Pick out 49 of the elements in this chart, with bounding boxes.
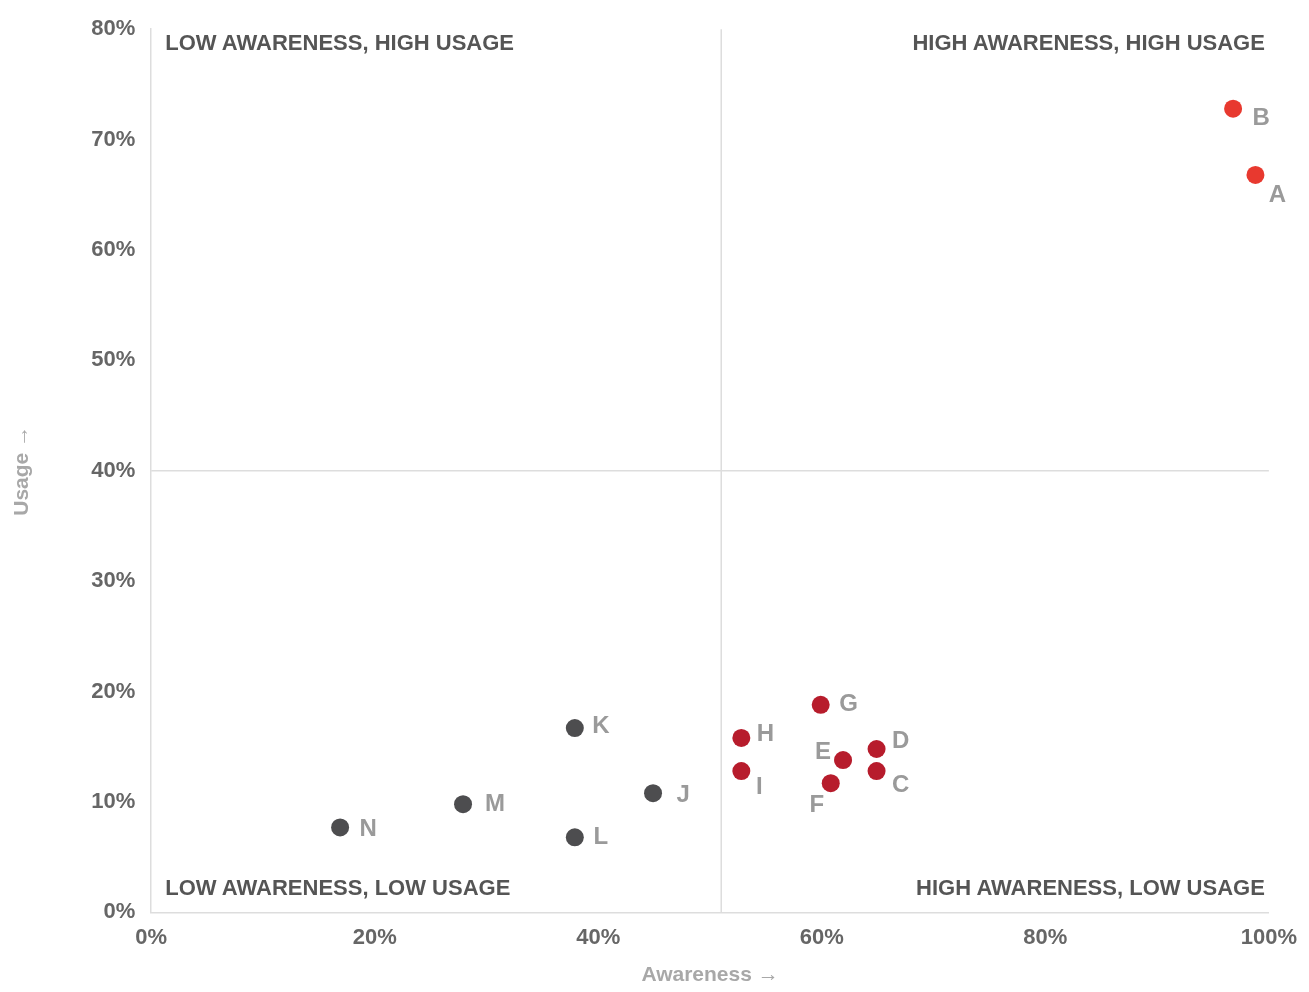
annotation: E [815,736,832,764]
annotation: B [1252,103,1270,131]
y-tick-label: 20% [91,677,136,703]
y-tick-label: 30% [91,567,136,593]
annotation: H [756,718,775,746]
annotation: F [809,789,825,817]
annotation: K [592,710,611,738]
annotation: J [676,779,690,807]
y-tick-label: 70% [91,125,136,151]
x-tick-label: 100% [1240,923,1298,949]
annotation: D [891,725,910,753]
annotation: LOW AWARENESS, HIGH USAGE [165,30,515,56]
annotation: N [359,814,377,842]
y-axis-title: Usage → [9,425,33,516]
point [867,740,886,759]
point [821,774,840,793]
point [732,728,751,747]
point [331,818,350,837]
point [811,695,830,714]
point [644,784,663,803]
annotation: LOW AWARENESS, LOW USAGE [165,875,511,901]
x-axis-title: Awareness → [641,962,779,986]
y-tick-label: 10% [91,788,136,814]
annotation: L [593,821,609,849]
point [1246,165,1265,184]
point [867,762,886,781]
x-tick-label: 60% [799,923,844,949]
point [732,762,751,781]
annotation: I [756,771,763,799]
y-tick-label: 80% [91,15,136,41]
x-tick-label: 40% [576,923,621,949]
x-tick-label: 80% [1023,923,1068,949]
x-tick-label: 20% [352,923,397,949]
point [454,795,473,814]
y-tick-label: 0% [103,898,136,924]
point [565,828,584,847]
annotation: C [891,769,910,797]
point [1224,99,1243,118]
annotation: HIGH AWARENESS, HIGH USAGE [912,30,1265,56]
point [834,751,853,770]
annotation: A [1268,179,1287,207]
annotation: HIGH AWARENESS, LOW USAGE [916,875,1265,901]
y-tick-label: 60% [91,236,136,262]
x-tick-label: 0% [135,923,168,949]
annotation: G [839,689,859,717]
point [565,719,584,738]
y-tick-label: 50% [91,346,136,372]
annotation: M [485,788,506,816]
y-tick-label: 40% [91,456,136,482]
